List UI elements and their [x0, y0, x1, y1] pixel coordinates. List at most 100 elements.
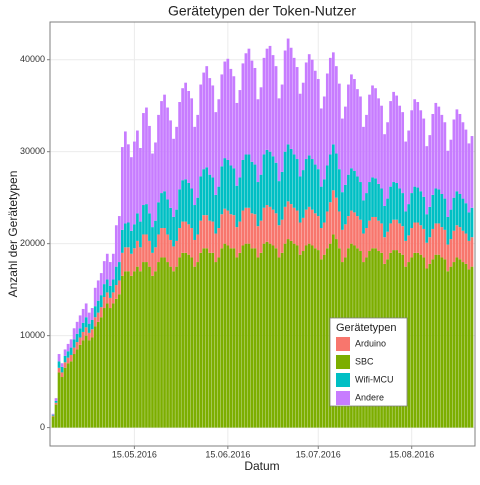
bar-segment: [199, 84, 203, 177]
bar-segment: [196, 234, 200, 263]
bar-segment: [217, 99, 221, 187]
bar-segment: [313, 164, 317, 214]
bar-segment: [205, 167, 209, 216]
bar-segment: [87, 332, 91, 341]
bar-segment: [259, 220, 263, 253]
bar-segment: [437, 223, 441, 255]
bar-segment: [292, 243, 296, 428]
bar-segment: [277, 98, 281, 182]
bar-segment: [232, 215, 236, 249]
bar-segment: [467, 269, 471, 428]
bar-segment: [256, 99, 260, 183]
bar-segment: [344, 106, 347, 185]
bar-segment: [443, 229, 447, 260]
bar-segment: [220, 166, 224, 215]
bar-segment: [148, 266, 151, 428]
bar-segment: [226, 159, 230, 211]
bar-segment: [148, 213, 151, 241]
bar-segment: [259, 252, 263, 428]
bar-segment: [356, 216, 359, 249]
bar-segment: [377, 220, 380, 252]
bar-segment: [133, 248, 136, 272]
bar-segment: [470, 207, 474, 238]
bar-segment: [464, 233, 468, 264]
bar-segment: [398, 105, 402, 189]
bar-segment: [111, 279, 115, 293]
bar-segment: [313, 248, 317, 428]
bar-segment: [75, 349, 79, 428]
bar-segment: [395, 219, 398, 251]
bar-segment: [108, 297, 112, 309]
bar-segment: [452, 230, 456, 263]
bar-segment: [268, 151, 272, 207]
bar-segment: [419, 110, 423, 192]
bar-segment: [464, 203, 468, 234]
bar-segment: [181, 180, 184, 222]
bar-segment: [202, 72, 206, 170]
bar-segment: [295, 67, 299, 160]
bar-segment: [443, 259, 447, 428]
bar-segment: [319, 186, 323, 229]
bar-segment: [359, 219, 362, 252]
bar-segment: [425, 268, 429, 428]
bar-segment: [371, 216, 374, 249]
bar-segment: [407, 130, 411, 205]
bar-segment: [196, 114, 200, 198]
bar-segment: [347, 84, 350, 175]
legend-swatch: [336, 373, 350, 387]
bar-segment: [247, 207, 251, 244]
bar-segment: [256, 257, 260, 428]
bar-segment: [63, 367, 67, 428]
bar-segment: [431, 228, 435, 260]
bar-segment: [458, 259, 462, 428]
bar-segment: [69, 354, 73, 362]
bar-segment: [160, 101, 163, 194]
bar-segment: [322, 254, 326, 428]
bar-segment: [446, 216, 450, 245]
bar-segment: [434, 223, 438, 255]
bar-segment: [452, 119, 456, 198]
bar-segment: [202, 215, 206, 249]
bar-segment: [458, 113, 462, 194]
bar-segment: [431, 194, 435, 229]
bar-segment: [154, 142, 157, 221]
bar-segment: [440, 193, 444, 228]
bar-segment: [148, 125, 151, 214]
bar-segment: [353, 79, 356, 171]
bar-segment: [455, 109, 459, 192]
bar-segment: [102, 261, 106, 285]
bar-segment: [383, 134, 386, 206]
bar-segment: [193, 239, 197, 267]
bar-segment: [395, 95, 398, 183]
bar-segment: [214, 112, 218, 195]
bar-segment: [217, 257, 221, 428]
bar-segment: [78, 315, 82, 329]
bar-segment: [226, 58, 230, 160]
bar-segment: [232, 248, 236, 428]
bar-segment: [410, 110, 414, 194]
bar-segment: [157, 234, 160, 263]
bar-segment: [93, 326, 97, 428]
bar-segment: [298, 254, 302, 428]
bar-segment: [455, 225, 459, 258]
x-tick-label: 15.08.2016: [389, 449, 434, 459]
bar-segment: [127, 222, 130, 248]
bar-segment: [247, 154, 251, 208]
bar-segment: [114, 225, 118, 267]
bar-segment: [383, 237, 386, 264]
bar-segment: [51, 413, 55, 415]
bar-segment: [102, 308, 106, 428]
bar-segment: [208, 78, 212, 175]
bar-segment: [422, 228, 426, 258]
bar-segment: [139, 148, 142, 222]
bar-segment: [431, 259, 435, 428]
bar-segment: [413, 186, 417, 223]
bar-segment: [344, 184, 347, 225]
bar-segment: [93, 287, 97, 307]
bar-segment: [51, 416, 55, 428]
bar-segment: [223, 208, 227, 244]
bar-segment: [78, 337, 82, 345]
bar-segment: [350, 168, 353, 211]
legend-swatch: [336, 391, 350, 405]
